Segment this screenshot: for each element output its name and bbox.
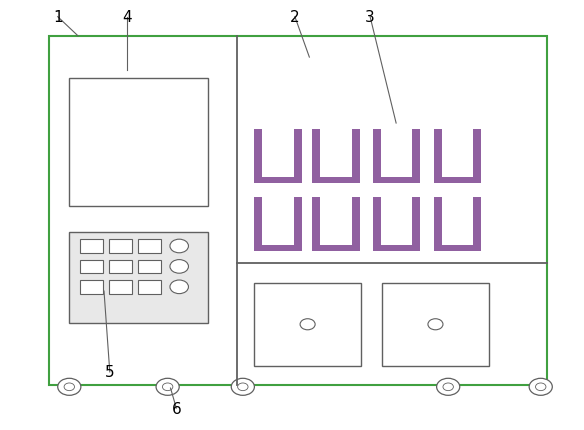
- Bar: [312, 198, 321, 251]
- Circle shape: [170, 260, 189, 273]
- Circle shape: [231, 378, 255, 396]
- Circle shape: [58, 378, 81, 396]
- Bar: [49, 37, 547, 385]
- Bar: [381, 130, 412, 177]
- Circle shape: [536, 383, 546, 391]
- Bar: [412, 130, 420, 183]
- Text: 4: 4: [122, 10, 132, 25]
- Bar: [434, 245, 481, 251]
- Bar: [79, 280, 103, 294]
- Bar: [442, 130, 473, 177]
- Bar: [138, 240, 161, 253]
- Bar: [262, 130, 294, 177]
- Bar: [69, 79, 208, 206]
- Bar: [255, 283, 361, 366]
- Bar: [79, 240, 103, 253]
- Circle shape: [443, 383, 453, 391]
- Bar: [255, 245, 302, 251]
- Circle shape: [428, 319, 443, 330]
- Circle shape: [300, 319, 315, 330]
- Bar: [109, 260, 132, 273]
- Circle shape: [156, 378, 179, 396]
- Circle shape: [437, 378, 460, 396]
- Bar: [109, 280, 132, 294]
- Bar: [79, 260, 103, 273]
- Bar: [312, 177, 360, 183]
- Bar: [412, 198, 420, 251]
- Circle shape: [238, 383, 248, 391]
- Bar: [373, 130, 381, 183]
- Bar: [373, 198, 381, 251]
- Text: 2: 2: [290, 10, 300, 25]
- Bar: [255, 198, 262, 251]
- Circle shape: [170, 280, 189, 294]
- Text: 3: 3: [365, 10, 375, 25]
- Bar: [294, 130, 302, 183]
- Bar: [255, 177, 302, 183]
- Bar: [321, 130, 352, 177]
- Bar: [434, 198, 442, 251]
- Bar: [312, 130, 321, 183]
- Circle shape: [529, 378, 552, 396]
- Text: 1: 1: [53, 10, 62, 25]
- Bar: [255, 130, 262, 183]
- Text: 5: 5: [105, 365, 114, 380]
- Bar: [434, 130, 442, 183]
- Bar: [442, 198, 473, 245]
- Circle shape: [162, 383, 173, 391]
- Bar: [321, 198, 352, 245]
- Bar: [381, 198, 412, 245]
- Bar: [352, 130, 360, 183]
- Bar: [69, 232, 208, 323]
- Bar: [138, 260, 161, 273]
- Text: 6: 6: [172, 401, 181, 416]
- Bar: [382, 283, 489, 366]
- Bar: [473, 130, 481, 183]
- Bar: [473, 198, 481, 251]
- Bar: [373, 245, 420, 251]
- Bar: [294, 198, 302, 251]
- Bar: [373, 177, 420, 183]
- Bar: [138, 280, 161, 294]
- Bar: [352, 198, 360, 251]
- Bar: [312, 245, 360, 251]
- Circle shape: [170, 240, 189, 253]
- Bar: [434, 177, 481, 183]
- Bar: [109, 240, 132, 253]
- Bar: [262, 198, 294, 245]
- Circle shape: [64, 383, 75, 391]
